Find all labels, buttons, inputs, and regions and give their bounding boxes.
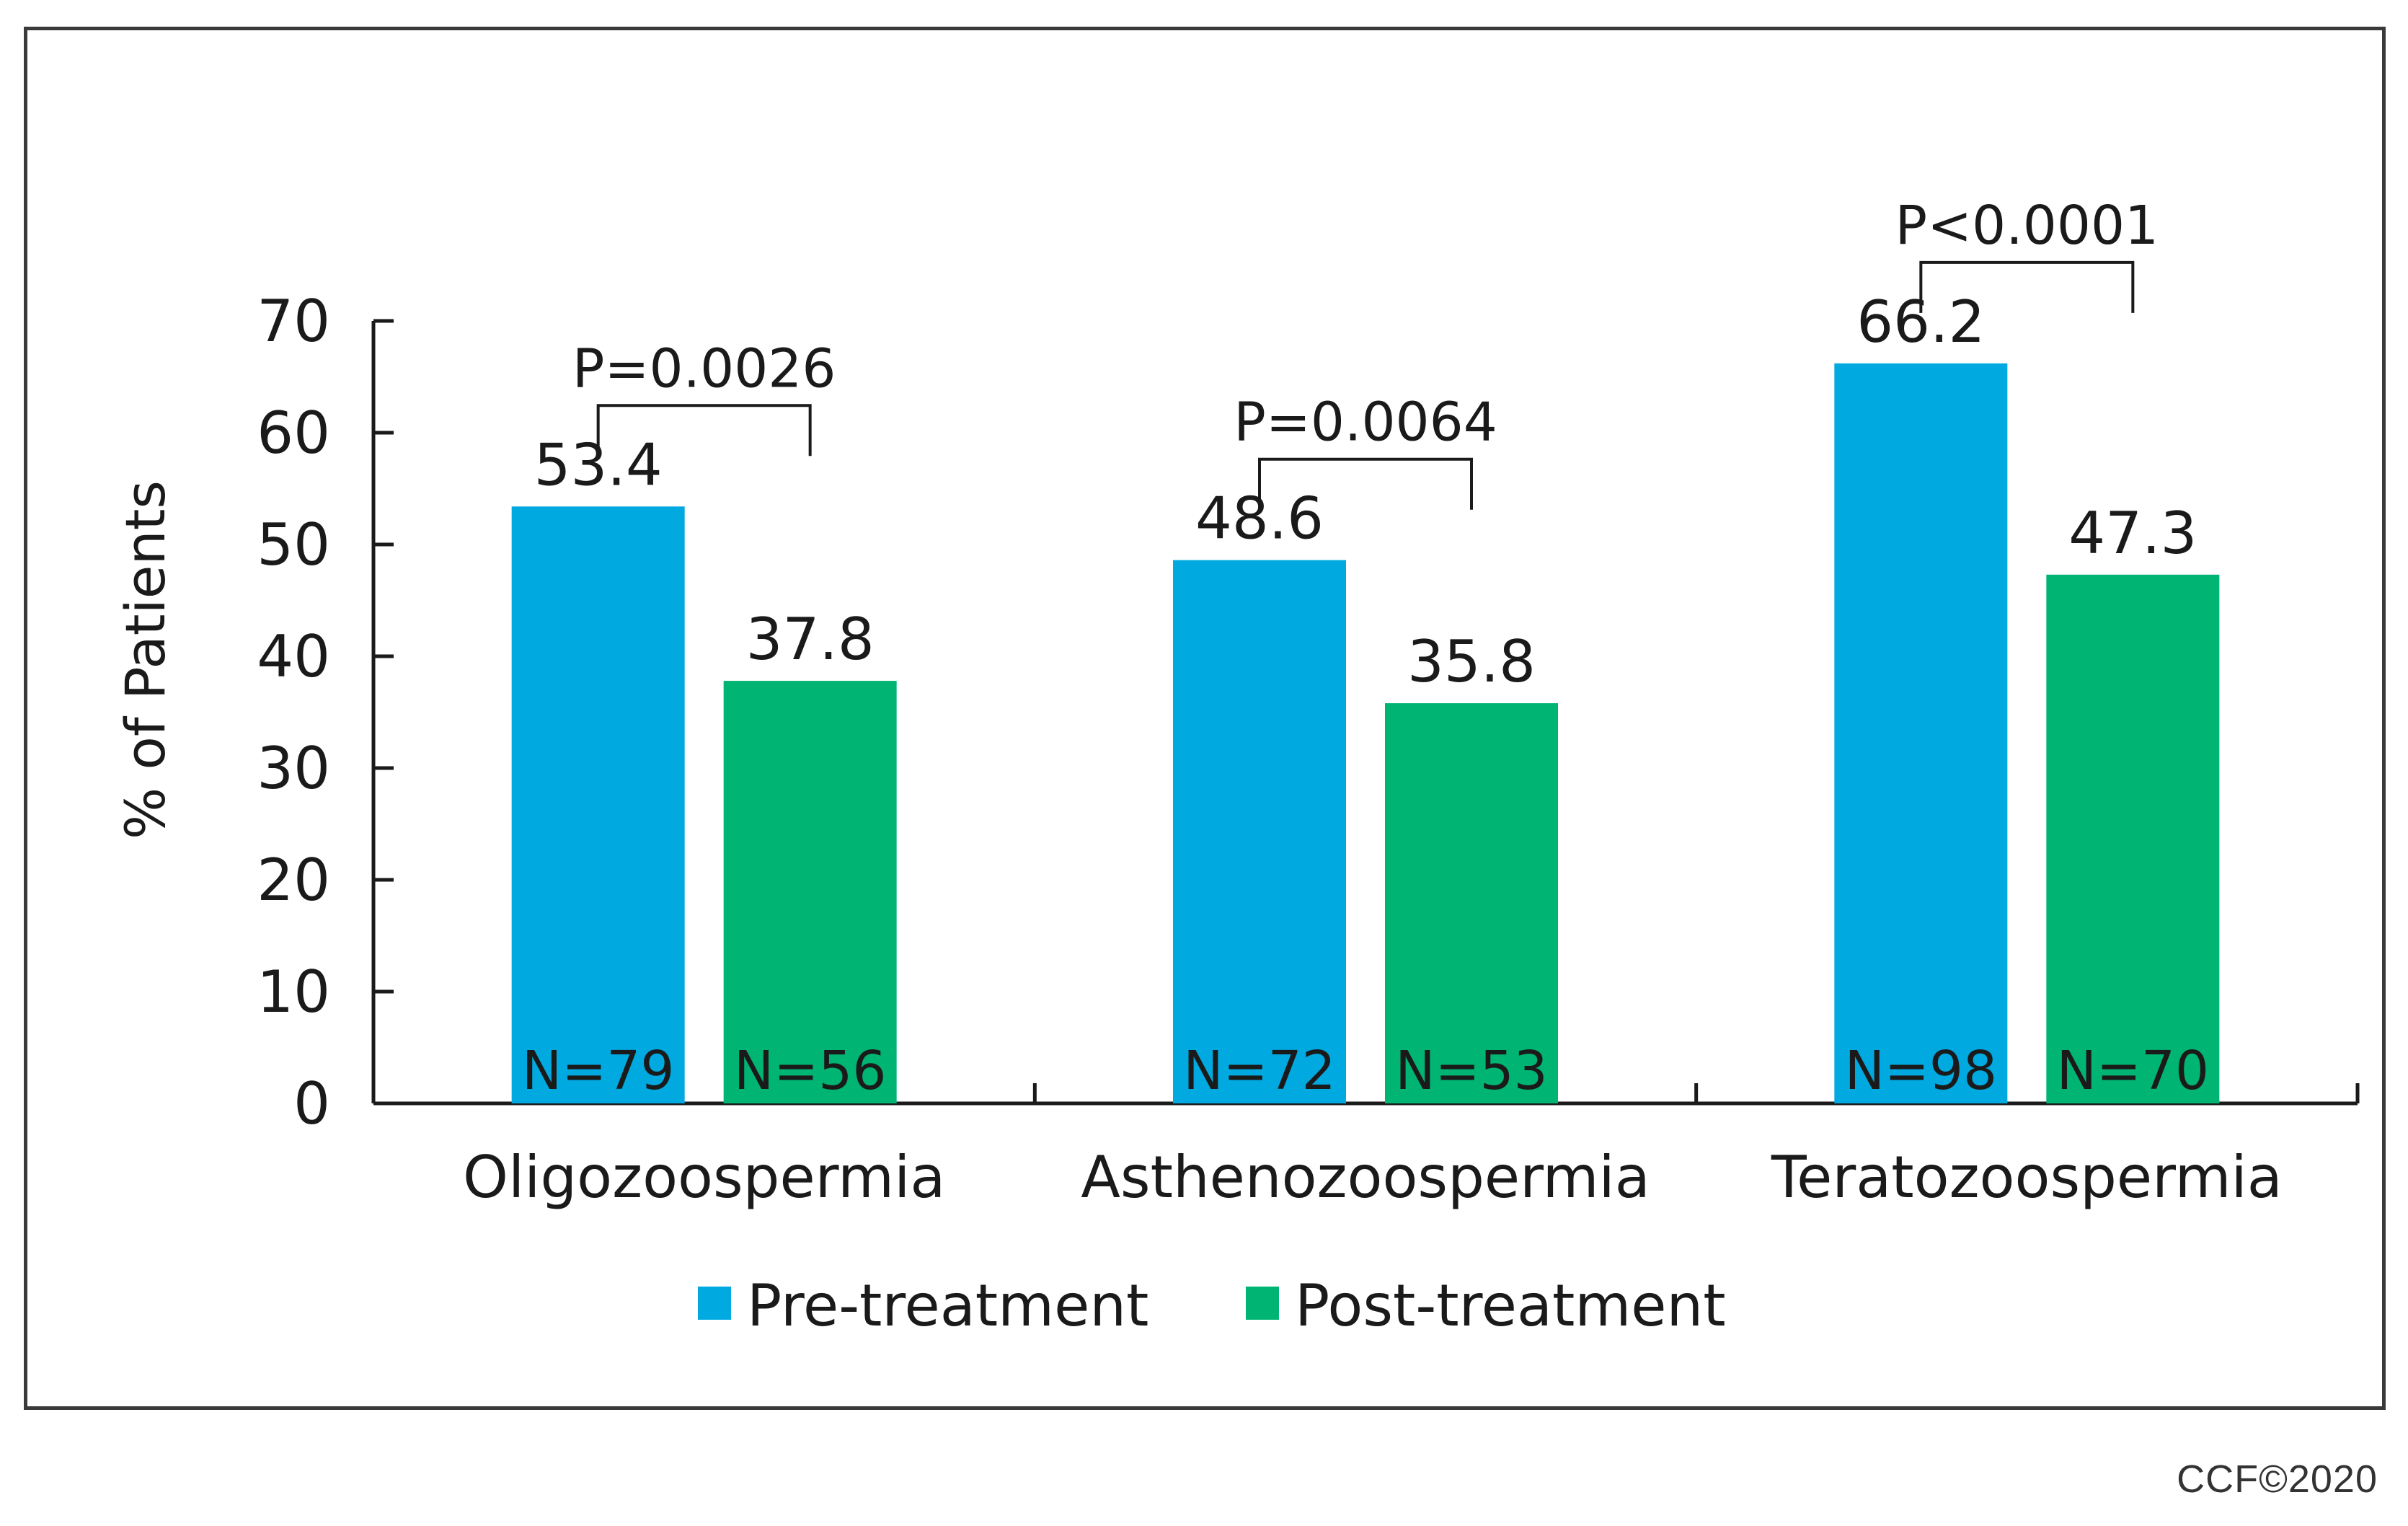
category-label: Teratozoospermia xyxy=(1771,1144,2283,1211)
bars xyxy=(511,363,2220,1103)
legend-swatch-pre-treatment xyxy=(698,1287,731,1320)
y-axis-title: % of Patients xyxy=(113,480,177,839)
bar-n-label: N=53 xyxy=(1395,1040,1548,1102)
y-tick-label: 10 xyxy=(257,958,330,1026)
bar-n-label: N=72 xyxy=(1183,1040,1336,1102)
labels: 53.4N=7937.8N=56P=0.0026Oligozoospermia4… xyxy=(463,195,2283,1211)
bar-n-label: N=79 xyxy=(522,1040,675,1102)
y-tick-label: 0 xyxy=(293,1070,330,1137)
p-value-label: P<0.0001 xyxy=(1895,195,2159,257)
bar-pre-treatment-0 xyxy=(511,506,685,1103)
bar-pre-treatment-1 xyxy=(1173,560,1346,1103)
bar-post-treatment-0 xyxy=(723,681,897,1103)
bar-value-label: 37.8 xyxy=(746,606,875,673)
bar-n-label: N=70 xyxy=(2057,1040,2210,1102)
category-label: Asthenozoospermia xyxy=(1081,1144,1650,1211)
bar-value-label: 35.8 xyxy=(1407,628,1536,695)
significance-bracket xyxy=(596,404,812,457)
category-label: Oligozoospermia xyxy=(463,1144,945,1211)
axes: 0 10 20 30 40 50 60 70 % of Patients xyxy=(113,288,2360,1137)
y-tick-label: 30 xyxy=(257,735,330,802)
bar-post-treatment-2 xyxy=(2046,574,2220,1103)
bar-post-treatment-1 xyxy=(1385,703,1558,1103)
bar-value-label: 47.3 xyxy=(2068,500,2197,567)
bar-n-label: N=56 xyxy=(734,1040,887,1102)
significance-bracket xyxy=(1258,457,1473,510)
copyright-notice: CCF©2020 xyxy=(2177,1457,2378,1501)
p-value-label: P=0.0026 xyxy=(572,338,836,400)
bar-pre-treatment-2 xyxy=(1834,363,2008,1103)
legend-swatch-post-treatment xyxy=(1246,1287,1279,1320)
y-tick-label: 70 xyxy=(257,288,330,355)
legend: Pre-treatment Post-treatment xyxy=(698,1272,1726,1339)
p-value-label: P=0.0064 xyxy=(1234,392,1497,454)
legend-label: Pre-treatment xyxy=(747,1272,1148,1339)
y-tick-label: 50 xyxy=(257,511,330,578)
y-tick-label: 60 xyxy=(257,400,330,467)
y-tick-label: 40 xyxy=(257,623,330,690)
bar-n-label: N=98 xyxy=(1845,1040,1998,1102)
legend-label: Post-treatment xyxy=(1295,1272,1726,1339)
chart-frame xyxy=(24,27,2386,1410)
significance-bracket xyxy=(1919,260,2135,313)
y-tick-label: 20 xyxy=(257,847,330,914)
